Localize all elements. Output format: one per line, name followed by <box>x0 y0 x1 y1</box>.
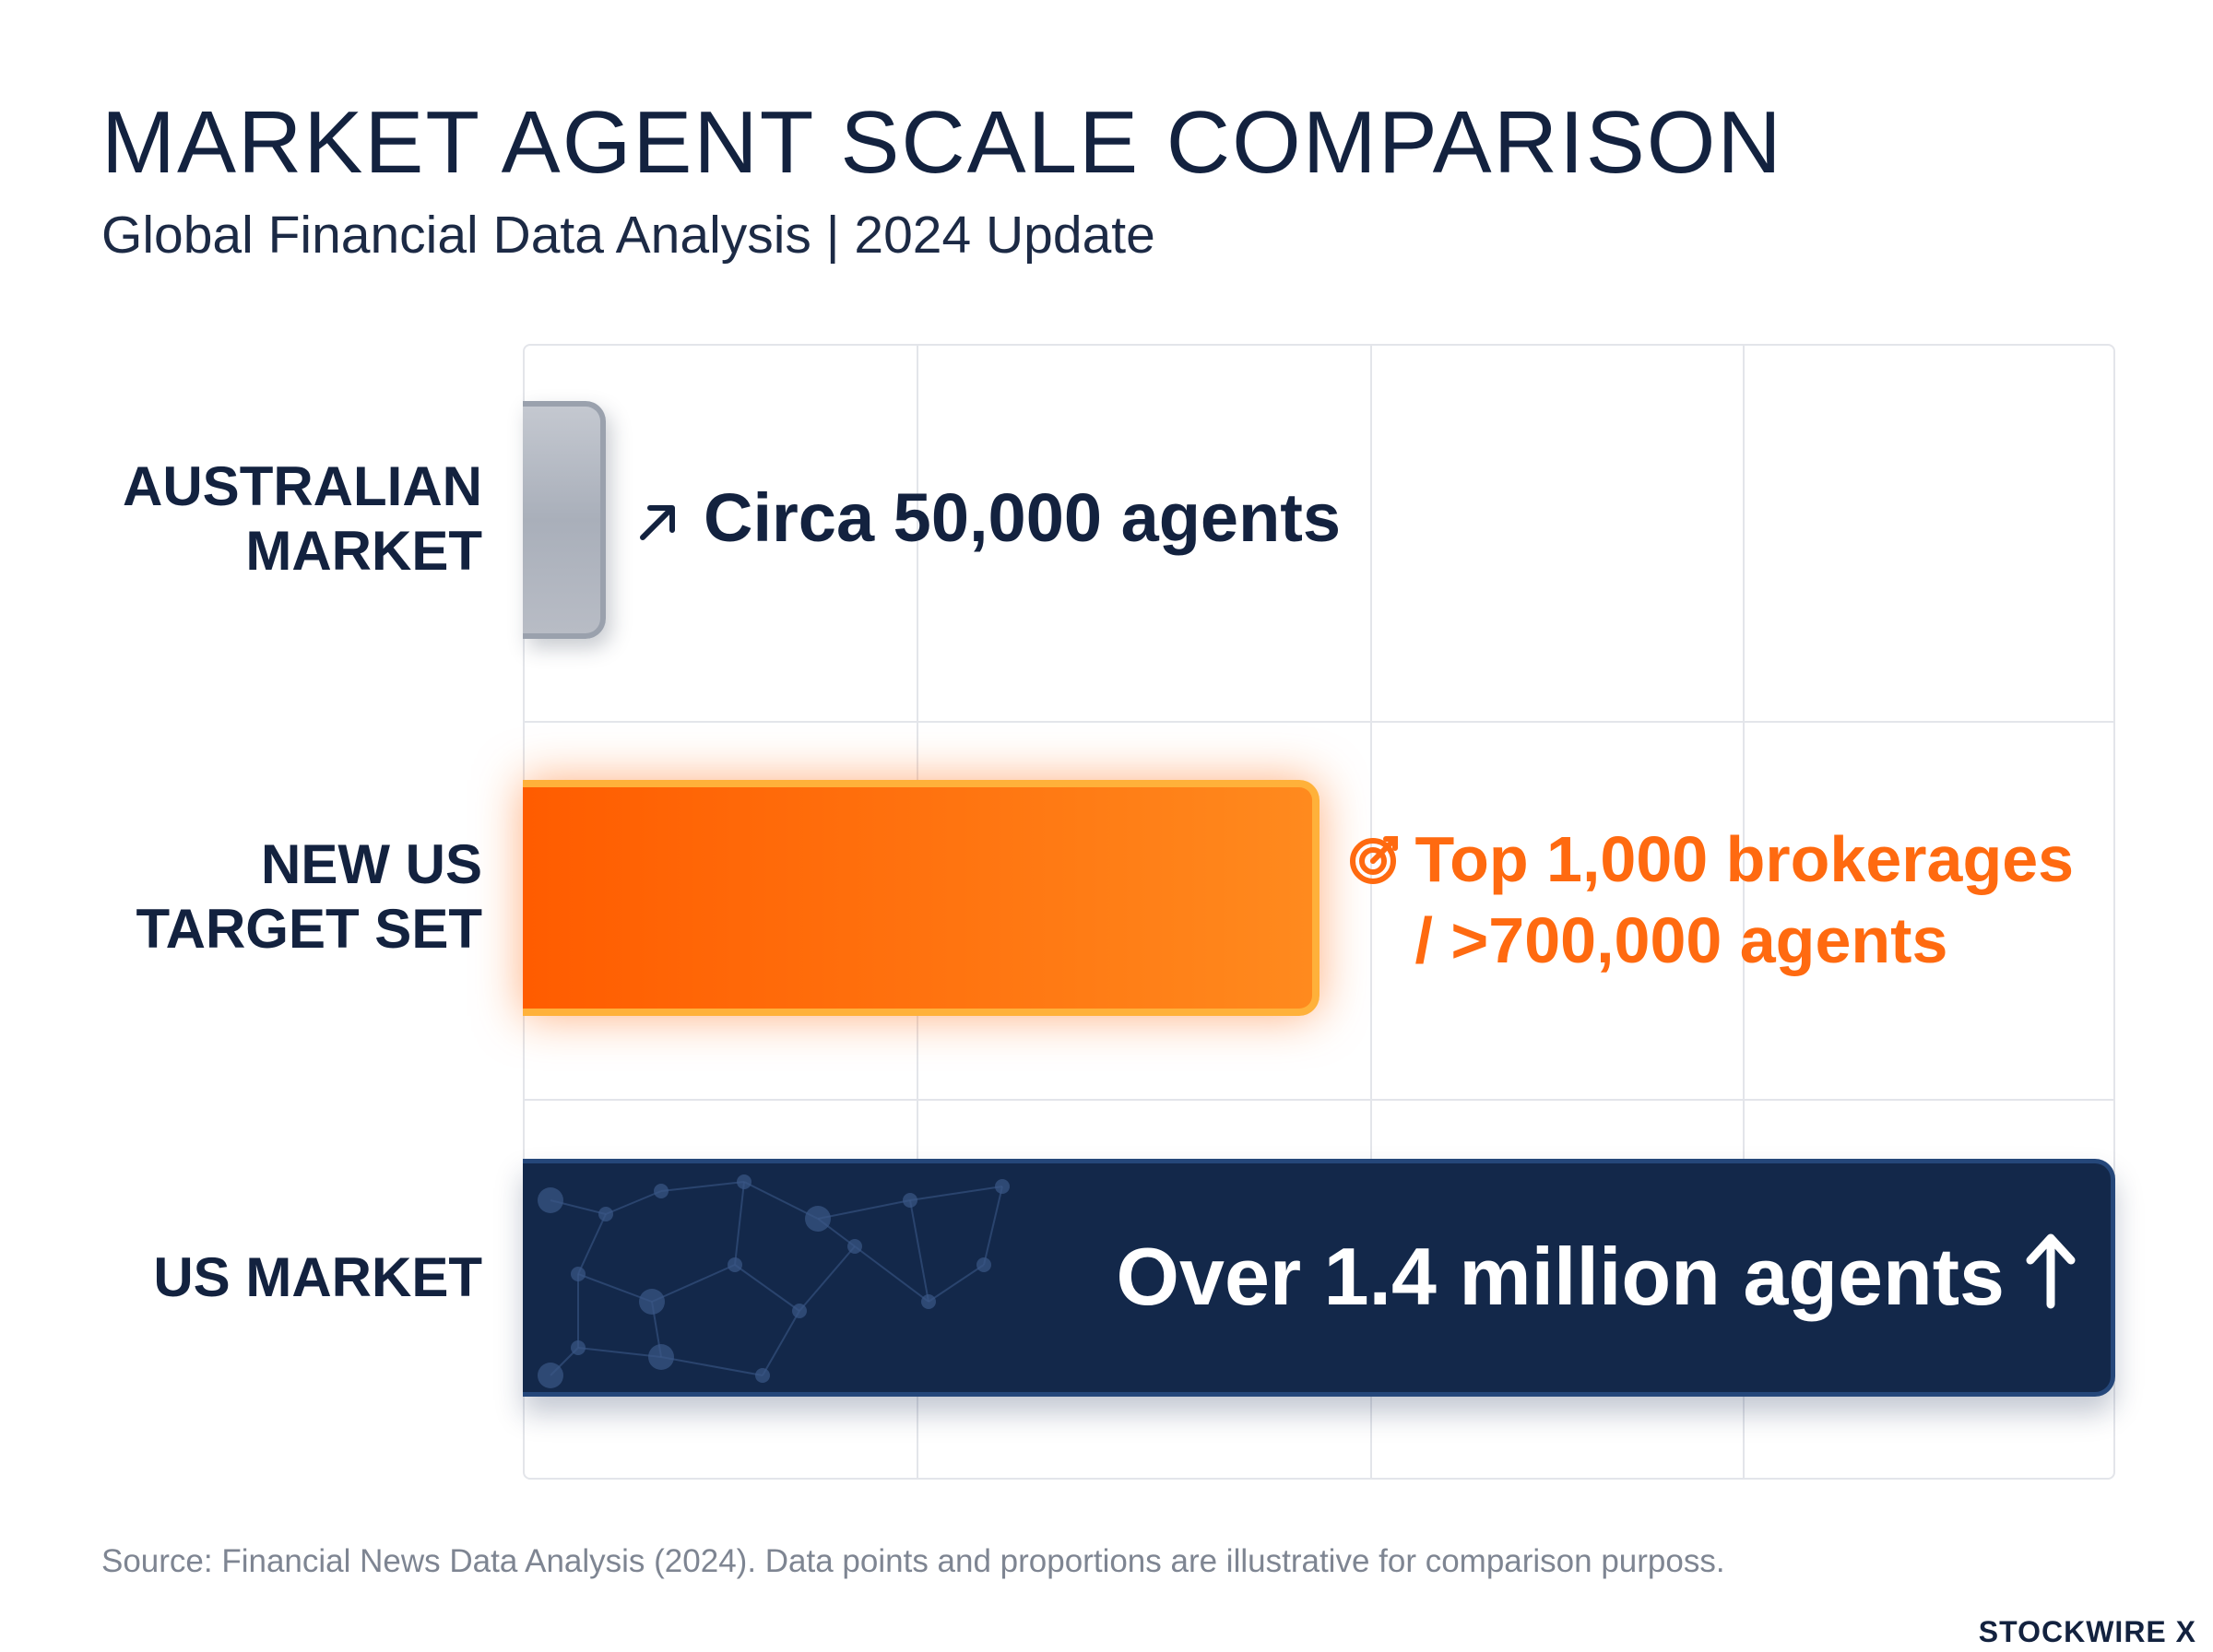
bar-new-us-target-set <box>523 780 1320 1016</box>
target-icon <box>1347 827 1402 903</box>
category-label-new-us-target-set: NEW US TARGET SET <box>136 832 482 962</box>
source-note: Source: Financial News Data Analysis (20… <box>101 1543 1725 1579</box>
gridline-horizontal <box>523 1099 2115 1101</box>
data-label-new-us-target-set: Top 1,000 brokerages / >700,000 agents <box>1347 821 2075 978</box>
gridline-horizontal <box>523 721 2115 723</box>
data-label-text: Over 1.4 million agents <box>1116 1231 2005 1322</box>
category-label-line: US MARKET <box>153 1246 482 1308</box>
data-label-us-market: Over 1.4 million agents <box>1117 1230 2078 1329</box>
brand-logo: STOCKWIRE X <box>1978 1615 2196 1648</box>
category-label-us-market: US MARKET <box>153 1245 482 1310</box>
arrow-up-right-icon <box>633 484 683 562</box>
category-label-line: TARGET SET <box>136 898 482 960</box>
gridline-vertical <box>1743 344 1745 1480</box>
data-label-text: Top 1,000 brokerages <box>1414 823 2075 895</box>
data-label-text: Circa 50,000 agents <box>704 479 1342 556</box>
gridline-vertical <box>1370 344 1372 1480</box>
network-pattern <box>538 1174 1010 1388</box>
bar-australian-market <box>523 401 606 639</box>
category-label-line: NEW US <box>261 833 482 895</box>
chart-subtitle: Global Financial Data Analysis | 2024 Up… <box>101 206 1155 265</box>
category-label-line: MARKET <box>245 520 482 582</box>
arrow-up-icon <box>2023 1231 2078 1329</box>
data-label-australian-market: Circa 50,000 agents <box>633 478 1341 562</box>
category-label-line: AUSTRALIAN <box>123 455 482 517</box>
category-label-australian-market: AUSTRALIAN MARKET <box>123 454 482 584</box>
data-label-line: / >700,000 agents <box>1414 904 1948 976</box>
data-label-line: Top 1,000 brokerages <box>1347 821 2075 903</box>
bar-us-market <box>523 1159 2115 1397</box>
chart-title: MARKET AGENT SCALE COMPARISON <box>101 93 1783 192</box>
